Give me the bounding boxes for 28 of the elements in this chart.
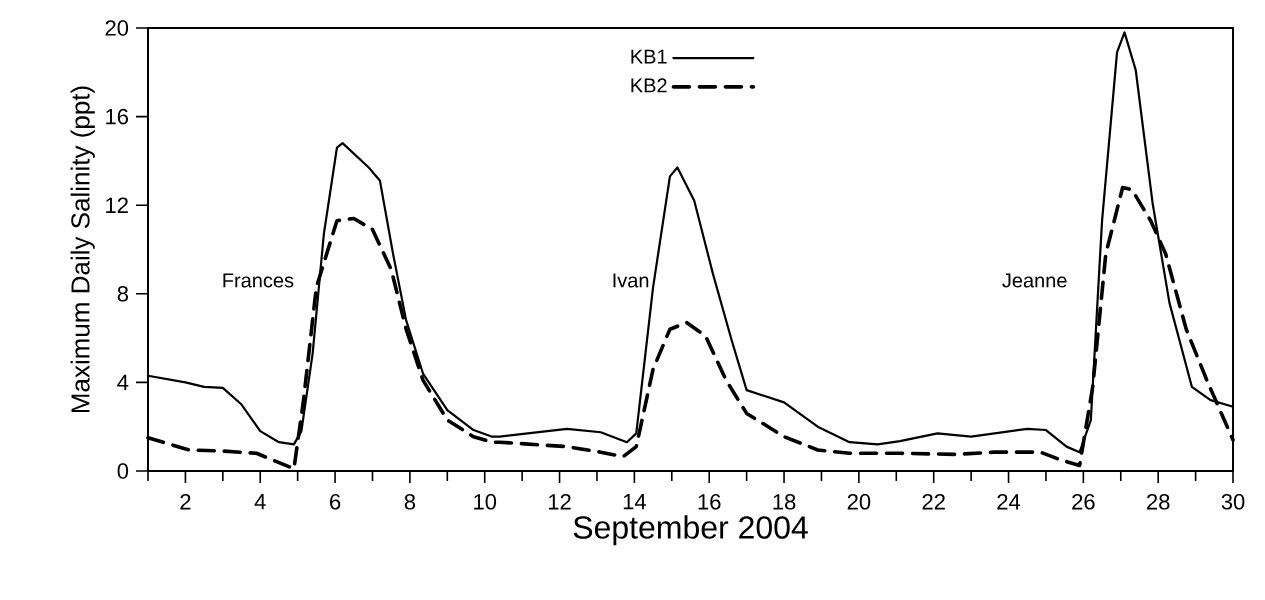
x-tick-label: 20: [847, 494, 871, 510]
x-tick-label: 12: [549, 494, 571, 510]
y-axis-title: Maximum Daily Salinity (ppt): [70, 86, 95, 413]
x-tick-label: 22: [922, 494, 945, 510]
y-tick-label: 4: [117, 374, 129, 390]
x-tick-label: 30: [1221, 494, 1245, 510]
y-tick-label: 8: [117, 285, 129, 302]
y-tick-label: 20: [105, 20, 129, 36]
annotation: Frances: [223, 273, 294, 288]
x-tick-label: 26: [1072, 494, 1095, 510]
x-tick-label: 8: [404, 494, 416, 510]
y-tick-label: 0: [117, 463, 129, 479]
x-tick-label: 16: [698, 494, 721, 510]
legend-label: KB2: [631, 78, 667, 93]
x-tick-label: 14: [623, 494, 646, 510]
x-tick-label: 28: [1147, 494, 1170, 510]
annotation: Jeanne: [1002, 273, 1067, 288]
y-tick-label: 12: [106, 197, 128, 213]
x-tick-label: 10: [474, 494, 497, 510]
legend-label: KB1: [631, 49, 667, 64]
x-axis-title: September 2004: [573, 515, 808, 546]
x-tick-label: 2: [180, 494, 191, 510]
annotation: Ivan: [613, 273, 649, 288]
x-tick-label: 18: [773, 494, 796, 510]
x-tick-label: 6: [330, 494, 341, 510]
x-tick-label: 4: [254, 494, 266, 510]
y-tick-label: 16: [106, 108, 128, 125]
x-tick-label: 24: [997, 494, 1021, 510]
